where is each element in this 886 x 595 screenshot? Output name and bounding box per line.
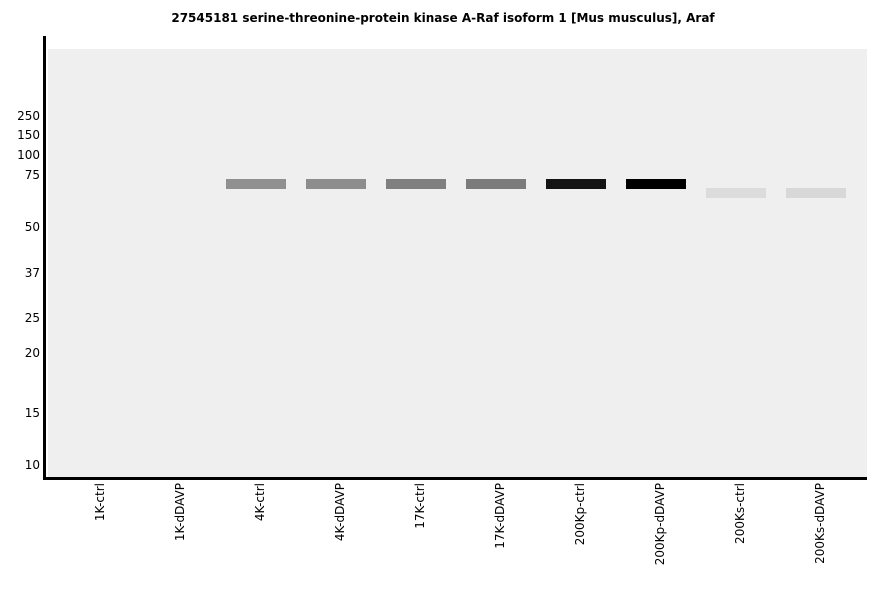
band (546, 179, 606, 189)
band (466, 179, 526, 189)
lane-label: 4K-dDAVP (333, 483, 347, 542)
mw-tick-label: 25 (24, 311, 40, 325)
band (706, 188, 766, 198)
band (626, 179, 686, 189)
lane-label: 17K-dDAVP (493, 483, 507, 549)
lane-label: 200Ks-ctrl (733, 483, 747, 544)
mw-tick-label: 20 (24, 346, 40, 360)
mw-tick-label: 10 (24, 458, 40, 472)
lane-label: 1K-ctrl (93, 483, 107, 522)
band (786, 188, 846, 198)
lane-label: 1K-dDAVP (173, 483, 187, 542)
mw-tick-label: 75 (24, 168, 40, 182)
lane-label: 200Kp-dDAVP (653, 483, 667, 566)
lane-label: 4K-ctrl (253, 483, 267, 522)
mw-tick-label: 250 (17, 109, 40, 123)
band (306, 179, 366, 189)
mw-tick-label: 50 (24, 220, 40, 234)
plot-area (48, 49, 867, 477)
mw-tick-label: 100 (17, 148, 40, 162)
mw-tick-label: 150 (17, 128, 40, 142)
lane-label: 17K-ctrl (413, 483, 427, 529)
band (386, 179, 446, 189)
lane-label: 200Kp-ctrl (573, 483, 587, 546)
band (226, 179, 286, 189)
chart-title: 27545181 serine-threonine-protein kinase… (171, 11, 715, 25)
mw-tick-label: 15 (24, 406, 40, 420)
mw-tick-label: 37 (24, 266, 40, 280)
lane-label: 200Ks-dDAVP (813, 483, 827, 564)
x-axis-line (43, 477, 867, 480)
y-axis-line (43, 36, 46, 480)
